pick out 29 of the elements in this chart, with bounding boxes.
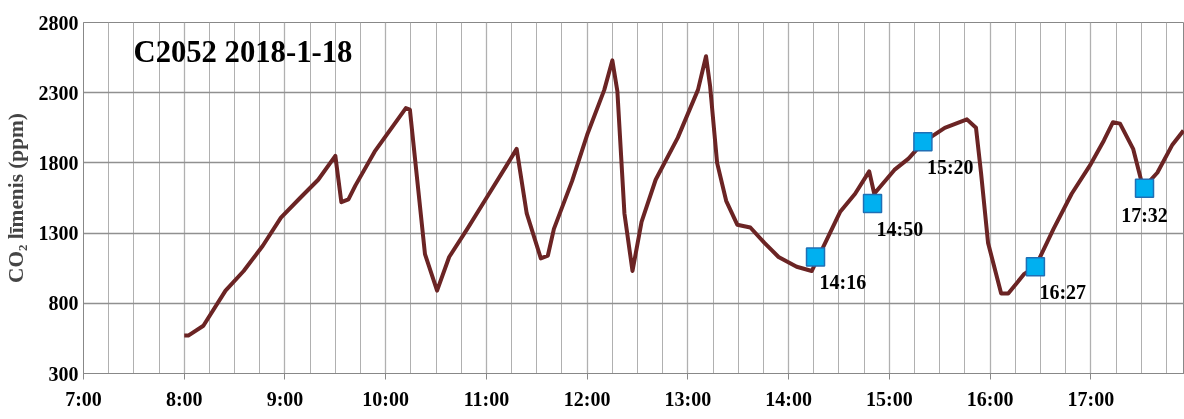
- point: [862, 193, 883, 214]
- y-axis-title: CO₂ līmenis (ppm): [3, 113, 28, 283]
- annotation: 14:16: [819, 270, 867, 293]
- chart-title: C2052 2018-1-18: [133, 34, 353, 69]
- y-tick-label: 2300: [38, 81, 79, 104]
- x-tick-label: 14:00: [765, 387, 812, 410]
- annotation: 16:27: [1039, 280, 1087, 303]
- x-tick-label: 9:00: [266, 387, 304, 410]
- x-tick-label: 16:00: [966, 387, 1014, 410]
- y-tick-label: 2800: [38, 11, 79, 34]
- annotation: 17:32: [1121, 204, 1168, 227]
- y-tick-label: 1800: [38, 151, 79, 174]
- y-tick-label: 1300: [38, 222, 79, 245]
- point: [805, 247, 826, 267]
- point: [1025, 257, 1046, 277]
- annotation: 14:50: [876, 217, 924, 240]
- point: [1134, 178, 1155, 198]
- x-tick-label: 8:00: [165, 387, 203, 410]
- x-tick-label: 7:00: [65, 387, 102, 410]
- x-tick-label: 17:00: [1067, 387, 1115, 410]
- annotation: 15:20: [926, 155, 974, 178]
- x-tick-label: 11:00: [463, 387, 510, 410]
- y-tick-label: 300: [48, 362, 79, 385]
- point: [913, 132, 933, 152]
- x-tick-label: 12:00: [563, 387, 611, 410]
- x-tick-label: 13:00: [664, 387, 712, 410]
- x-tick-label: 10:00: [362, 387, 410, 410]
- x-tick-label: 15:00: [866, 387, 913, 410]
- y-tick-label: 800: [48, 292, 79, 315]
